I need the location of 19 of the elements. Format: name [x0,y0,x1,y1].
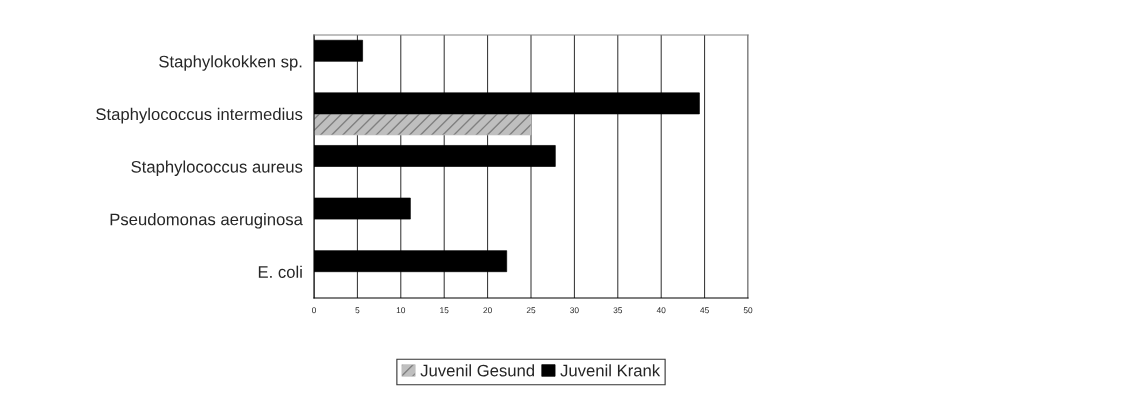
x-tick-label: 45 [700,307,709,314]
y-tick-label: Staphylokokken sp. [159,55,302,71]
x-tick-label: 50 [743,307,753,314]
x-tick-label: 30 [570,307,579,314]
x-tick-label: 10 [396,307,406,314]
y-tick-label: Pseudomonas aeruginosa [110,213,303,229]
x-tick-label: 0 [312,307,316,314]
x-tick-label: 20 [483,307,492,314]
x-tick-label: 40 [656,307,666,314]
x-tick-label: 15 [440,307,449,314]
y-tick-label: E. coli [258,265,302,278]
y-tick-label: Staphylococcus intermedius [96,107,303,124]
legend-label: Juvenil Krank [560,364,661,377]
x-tick-label: 35 [613,307,623,314]
bar [314,113,532,136]
x-tick-label: 25 [526,307,536,314]
legend-label: Juvenil Gesund [420,364,535,377]
y-tick-label: Staphylococcus aureus [131,160,303,176]
x-tick-label: 5 [355,307,360,314]
